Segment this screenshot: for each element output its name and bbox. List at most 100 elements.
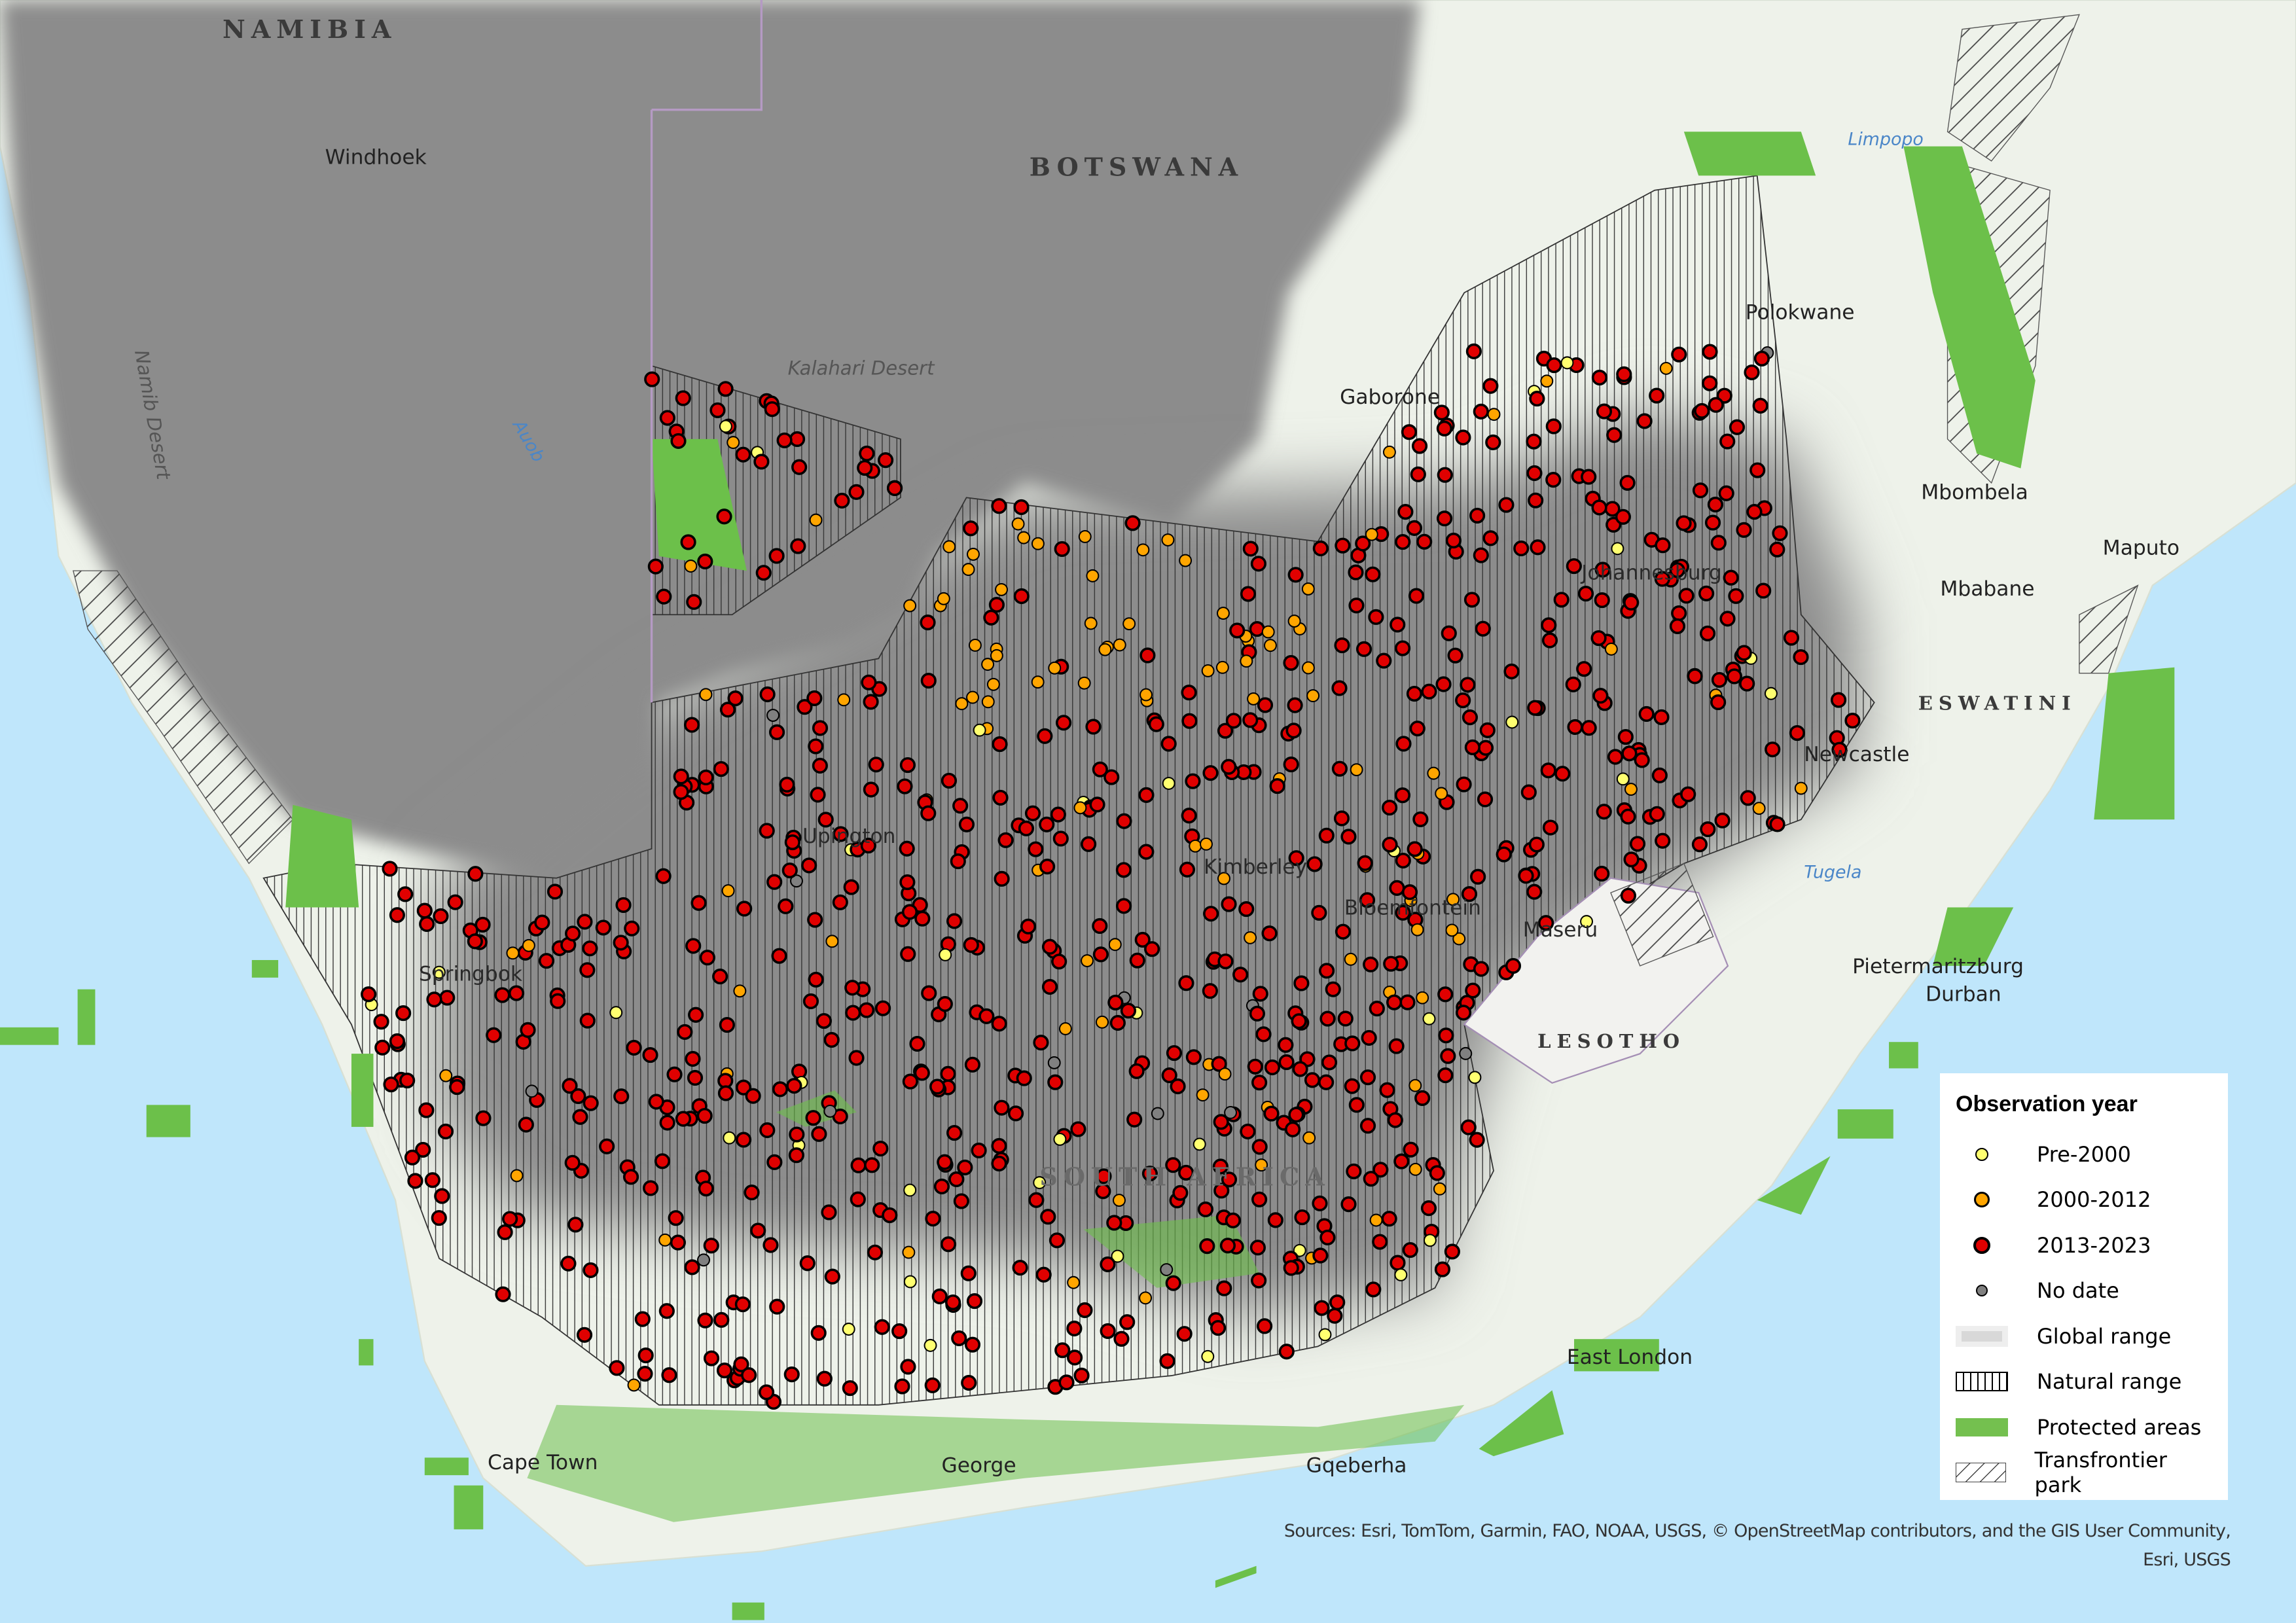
point-2013-2023 xyxy=(1041,938,1058,955)
label-river: Tugela xyxy=(1804,863,1861,883)
point-2013-2023 xyxy=(1039,816,1055,832)
point-2000-2012 xyxy=(1445,923,1459,937)
point-2013-2023 xyxy=(1421,683,1437,700)
point-2000-2012 xyxy=(1255,1158,1268,1172)
point-2013-2023 xyxy=(1390,616,1406,633)
point-2013-2023 xyxy=(1287,567,1304,583)
point-2013-2023 xyxy=(1134,931,1151,948)
point-2013-2023 xyxy=(703,1238,719,1254)
point-2013-2023 xyxy=(1406,520,1423,536)
point-2013-2023 xyxy=(1181,808,1197,824)
point-2013-2023 xyxy=(937,1154,953,1170)
label-city: Durban xyxy=(1926,983,2001,1007)
point-2013-2023 xyxy=(1772,525,1788,541)
point-pre-2000 xyxy=(939,948,952,961)
point-pre-2000 xyxy=(1422,1012,1436,1026)
point-2013-2023 xyxy=(1671,346,1687,363)
point-2013-2023 xyxy=(1386,994,1403,1010)
point-2013-2023 xyxy=(382,861,398,877)
point-2013-2023 xyxy=(812,757,828,774)
point-2013-2023 xyxy=(1470,868,1486,885)
point-2013-2023 xyxy=(1655,832,1671,849)
point-2013-2023 xyxy=(1376,652,1392,669)
point-pre-2000 xyxy=(1468,1071,1482,1084)
point-2013-2023 xyxy=(736,1132,752,1148)
point-2013-2023 xyxy=(1356,641,1372,657)
legend-label: Global range xyxy=(2037,1323,2172,1349)
point-2013-2023 xyxy=(1616,366,1632,382)
point-2013-2023 xyxy=(1306,856,1323,872)
point-2013-2023 xyxy=(1217,953,1234,970)
point-2013-2023 xyxy=(1363,956,1379,972)
point-2013-2023 xyxy=(1403,1141,1419,1158)
point-2013-2023 xyxy=(1020,918,1037,935)
point-2013-2023 xyxy=(914,1065,930,1081)
point-2013-2023 xyxy=(902,1073,918,1090)
point-2000-2012 xyxy=(1086,569,1100,582)
point-2013-2023 xyxy=(1528,492,1544,508)
point-2013-2023 xyxy=(395,1005,412,1022)
point-2013-2023 xyxy=(1434,1261,1451,1277)
point-2000-2012 xyxy=(981,658,995,671)
point-2013-2023 xyxy=(1219,1238,1236,1254)
point-2013-2023 xyxy=(703,1350,720,1366)
point-2013-2023 xyxy=(495,1286,511,1302)
point-2000-2012 xyxy=(1081,954,1094,967)
point-2013-2023 xyxy=(416,902,433,919)
point-2013-2023 xyxy=(1437,467,1453,483)
point-2013-2023 xyxy=(1469,1132,1485,1148)
point-2013-2023 xyxy=(1267,1212,1283,1228)
point-2013-2023 xyxy=(1294,1209,1310,1226)
diagonal-hatch-icon xyxy=(1956,1463,2006,1483)
point-no-date xyxy=(1224,1106,1238,1119)
point-2013-2023 xyxy=(1711,671,1728,688)
point-2013-2023 xyxy=(1406,685,1423,702)
point-2000-2012 xyxy=(1108,938,1122,952)
point-2013-2023 xyxy=(637,1347,654,1364)
point-2000-2012 xyxy=(1077,676,1091,690)
point-2013-2023 xyxy=(1346,1163,1362,1179)
point-2013-2023 xyxy=(1462,709,1479,726)
point-2013-2023 xyxy=(933,1178,950,1195)
point-2013-2023 xyxy=(1700,821,1716,838)
point-2013-2023 xyxy=(1687,668,1703,685)
point-2000-2012 xyxy=(1017,531,1031,544)
point-2013-2023 xyxy=(1331,680,1348,696)
point-2013-2023 xyxy=(821,1204,837,1221)
legend-label: Natural range xyxy=(2037,1369,2182,1395)
point-2013-2023 xyxy=(1357,855,1373,871)
point-2013-2023 xyxy=(687,1069,704,1086)
point-2013-2023 xyxy=(1755,582,1772,599)
point-2013-2023 xyxy=(899,874,916,891)
point-pre-2000 xyxy=(1580,915,1593,929)
point-2013-2023 xyxy=(824,1268,840,1285)
point-2013-2023 xyxy=(1144,941,1160,957)
point-2013-2023 xyxy=(1126,1111,1143,1128)
point-2013-2023 xyxy=(779,776,795,793)
point-2013-2023 xyxy=(1089,796,1105,813)
point-2013-2023 xyxy=(797,699,813,715)
point-2013-2023 xyxy=(817,812,834,828)
point-2013-2023 xyxy=(1319,963,1335,979)
point-2013-2023 xyxy=(1141,1166,1158,1182)
point-2013-2023 xyxy=(850,1191,866,1207)
point-2013-2023 xyxy=(1037,728,1053,744)
point-2013-2023 xyxy=(940,1236,957,1253)
point-2013-2023 xyxy=(1401,424,1418,440)
point-2013-2023 xyxy=(1261,925,1278,942)
point-2000-2012 xyxy=(1084,616,1098,630)
point-2013-2023 xyxy=(1318,1074,1335,1090)
point-pre-2000 xyxy=(1423,1234,1437,1247)
point-2013-2023 xyxy=(1719,433,1736,450)
point-2013-2023 xyxy=(1054,541,1070,557)
point-2013-2023 xyxy=(1285,1121,1301,1137)
point-2000-2012 xyxy=(1302,1131,1316,1145)
point-2000-2012 xyxy=(1659,361,1673,375)
point-2013-2023 xyxy=(1092,918,1108,935)
point-2013-2023 xyxy=(1698,585,1715,601)
point-2013-2023 xyxy=(1433,404,1450,421)
point-2013-2023 xyxy=(1138,787,1155,803)
attribution-line: Sources: Esri, TomTom, Garmin, FAO, NOAA… xyxy=(1283,1521,2231,1541)
point-2013-2023 xyxy=(1416,533,1433,550)
